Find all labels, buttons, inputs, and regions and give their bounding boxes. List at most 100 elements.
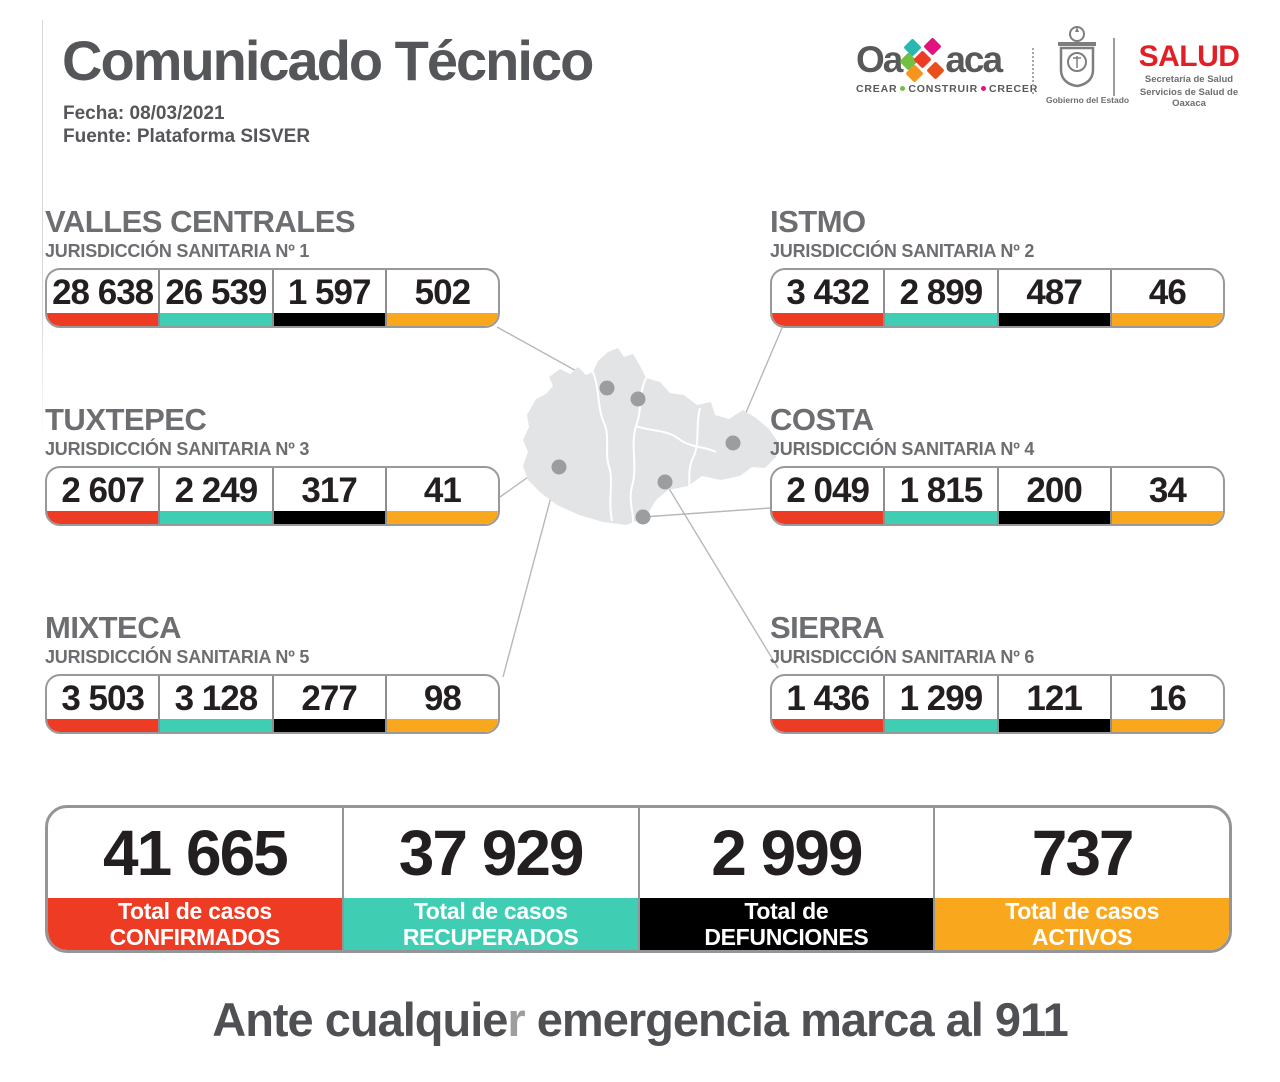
deaths-bar xyxy=(998,313,1110,326)
connector-valles-centrales xyxy=(496,326,608,389)
confirmed-bar xyxy=(47,719,159,732)
map-marker-dot xyxy=(551,459,567,475)
emergency-message: Ante cualquier emergencia marca al 911 xyxy=(212,993,1068,1046)
confirmed-bar xyxy=(47,511,159,524)
oaxaca-state-shape xyxy=(523,348,778,525)
map-marker-dot xyxy=(725,435,741,451)
region-block-istmo: ISTMO JURISDICCIÓN SANITARIA Nº 2 3 432 … xyxy=(770,206,1225,328)
region-stat-box: 3 503 3 128 277 98 xyxy=(45,674,500,734)
stat-active: 98 xyxy=(384,676,498,732)
region-block-mixteca: MIXTECA JURISDICCIÓN SANITARIA Nº 5 3 50… xyxy=(45,612,500,734)
connector-costa xyxy=(642,507,771,518)
map-marker-dot xyxy=(630,391,646,407)
region-name: VALLES CENTRALES xyxy=(45,204,356,239)
salud-logo: SALUD Secretaría de Salud Servicios de S… xyxy=(1124,42,1254,110)
stat-recovered: 3 128 xyxy=(158,676,272,732)
recovered-bar xyxy=(885,313,997,326)
map-marker-dot xyxy=(599,380,615,396)
deaths-bar xyxy=(273,511,385,524)
total-recovered: 37 929 Total de casos RECUPERADOS xyxy=(341,808,638,950)
tagline-dot-magenta xyxy=(980,85,986,91)
total-confirmed-value: 41 665 xyxy=(103,817,289,889)
region-name: TUXTEPEC xyxy=(45,402,207,437)
recovered-bar xyxy=(885,511,997,524)
region-jurisdiction: JURISDICCIÓN SANITARIA Nº 6 xyxy=(770,647,1035,667)
gobierno-logo: Gobierno del Estado xyxy=(1046,26,1129,105)
stat-deaths: 200 xyxy=(996,468,1110,524)
recovered-bar xyxy=(160,719,272,732)
tagline-word: CRECER xyxy=(988,83,1039,95)
stat-active: 16 xyxy=(1109,676,1223,732)
total-confirmed-label: Total de casos CONFIRMADOS xyxy=(48,898,342,950)
oaxaca-wordmark-left: Oa xyxy=(856,39,903,80)
diamond-vermilion xyxy=(926,61,946,80)
jurisdiction-borders xyxy=(592,371,717,525)
map-marker-dot xyxy=(635,509,651,525)
oaxaca-logo: Oa aca CREAR CONSTRUIR CRECER xyxy=(856,37,1037,95)
region-jurisdiction: JURISDICCIÓN SANITARIA Nº 1 xyxy=(45,241,310,261)
region-stat-box: 1 436 1 299 121 16 xyxy=(770,674,1225,734)
map-marker-dot xyxy=(657,474,673,490)
stat-active: 502 xyxy=(384,270,498,326)
region-jurisdiction: JURISDICCIÓN SANITARIA Nº 2 xyxy=(770,241,1035,261)
confirmed-bar xyxy=(772,511,884,524)
stat-confirmed: 3 432 xyxy=(772,270,884,326)
tagline-word: CONSTRUIR xyxy=(908,83,978,95)
confirmed-bar xyxy=(47,313,159,326)
total-deaths-value: 2 999 xyxy=(711,817,863,889)
stat-confirmed: 3 503 xyxy=(47,676,159,732)
stat-confirmed: 28 638 xyxy=(47,270,159,326)
stat-deaths: 121 xyxy=(996,676,1110,732)
total-deaths-label: Total de DEFUNCIONES xyxy=(639,898,934,950)
region-stat-box: 28 638 26 539 1 597 502 xyxy=(45,268,500,328)
salud-subtitle-2: Servicios de Salud de Oaxaca xyxy=(1139,87,1239,109)
oaxaca-tagline: CREAR CONSTRUIR CRECER xyxy=(856,83,1037,95)
stat-deaths: 277 xyxy=(271,676,385,732)
region-name: ISTMO xyxy=(770,204,866,239)
stat-confirmed: 2 607 xyxy=(47,468,159,524)
stat-active: 41 xyxy=(384,468,498,524)
connector-tuxtepec xyxy=(499,398,639,498)
stat-recovered: 26 539 xyxy=(158,270,272,326)
stat-deaths: 1 597 xyxy=(271,270,385,326)
region-name: COSTA xyxy=(770,402,874,437)
deaths-bar xyxy=(998,719,1110,732)
confirmed-bar xyxy=(772,313,884,326)
page-title: Comunicado Técnico xyxy=(62,29,594,92)
active-bar xyxy=(1111,313,1223,326)
region-jurisdiction: JURISDICCIÓN SANITARIA Nº 4 xyxy=(770,439,1035,459)
region-block-sierra: SIERRA JURISDICCIÓN SANITARIA Nº 6 1 436… xyxy=(770,612,1225,734)
active-bar xyxy=(1111,511,1223,524)
poster-edge-line xyxy=(42,20,43,440)
connector-mixteca xyxy=(502,466,560,678)
region-jurisdiction: JURISDICCIÓN SANITARIA Nº 3 xyxy=(45,439,310,459)
total-recovered-value: 37 929 xyxy=(398,817,585,889)
total-active: 737 Total de casos ACTIVOS xyxy=(933,808,1229,950)
region-stat-box: 3 432 2 899 487 46 xyxy=(770,268,1225,328)
stat-deaths: 317 xyxy=(271,468,385,524)
total-deaths: 2 999 Total de DEFUNCIONES xyxy=(637,808,934,950)
region-block-costa: COSTA JURISDICCIÓN SANITARIA Nº 4 2 049 … xyxy=(770,404,1225,526)
active-bar xyxy=(386,313,498,326)
region-stat-box: 2 049 1 815 200 34 xyxy=(770,466,1225,526)
recovered-bar xyxy=(885,719,997,732)
deaths-bar xyxy=(273,313,385,326)
region-stat-box: 2 607 2 249 317 41 xyxy=(45,466,500,526)
source-label: Fuente: Plataforma SISVER xyxy=(63,126,311,147)
region-jurisdiction: JURISDICCIÓN SANITARIA Nº 5 xyxy=(45,647,310,667)
region-name: MIXTECA xyxy=(45,610,182,645)
recovered-bar xyxy=(160,511,272,524)
total-active-value: 737 xyxy=(1031,817,1135,889)
deaths-bar xyxy=(998,511,1110,524)
stat-recovered: 1 299 xyxy=(883,676,997,732)
salud-subtitle-1: Secretaría de Salud xyxy=(1144,74,1234,85)
map-marker-dots xyxy=(551,380,741,525)
diamond-magenta xyxy=(923,37,943,56)
confirmed-bar xyxy=(772,719,884,732)
tagline-word: CREAR xyxy=(856,83,898,95)
stat-active: 34 xyxy=(1109,468,1223,524)
oaxaca-wordmark-right: aca xyxy=(945,39,1003,80)
total-active-label: Total de casos ACTIVOS xyxy=(935,898,1229,950)
stat-recovered: 2 899 xyxy=(883,270,997,326)
deaths-bar xyxy=(273,719,385,732)
